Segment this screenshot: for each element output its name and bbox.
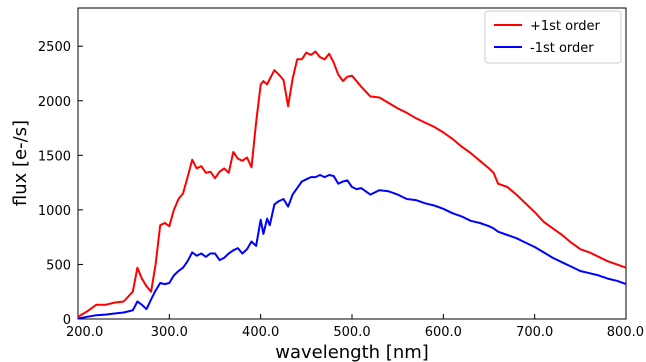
legend: +1st order -1st order [484, 10, 622, 64]
y-tick-label: 500 [46, 258, 71, 273]
y-tick-label: 1500 [38, 149, 71, 164]
x-axis: 200.0 300.0 400.0 500.0 600.0 700.0 800.0 [66, 314, 644, 340]
legend-label-minus-first-order: -1st order [530, 41, 594, 56]
series-layer [77, 50, 627, 320]
series-line-minus-first-order [77, 174, 627, 320]
series-line-plus-first-order [77, 50, 627, 318]
x-tick-label: 600.0 [425, 325, 462, 340]
x-tick-label: 700.0 [516, 325, 553, 340]
legend-label-plus-first-order: +1st order [530, 19, 600, 34]
x-tick-label: 200.0 [66, 325, 103, 340]
y-tick-label: 2000 [38, 95, 71, 110]
x-tick-label: 500.0 [333, 325, 370, 340]
y-axis: 0 500 1000 1500 2000 2500 [38, 40, 83, 328]
x-axis-title: wavelength [nm] [275, 342, 429, 362]
x-tick-label: 300.0 [151, 325, 188, 340]
y-tick-label: 1000 [38, 204, 71, 219]
y-axis-title: flux [e-/s] [10, 120, 31, 206]
y-tick-label: 2500 [38, 40, 71, 55]
y-tick-label: 0 [63, 313, 71, 328]
x-tick-label: 800.0 [607, 325, 644, 340]
x-tick-label: 400.0 [242, 325, 279, 340]
